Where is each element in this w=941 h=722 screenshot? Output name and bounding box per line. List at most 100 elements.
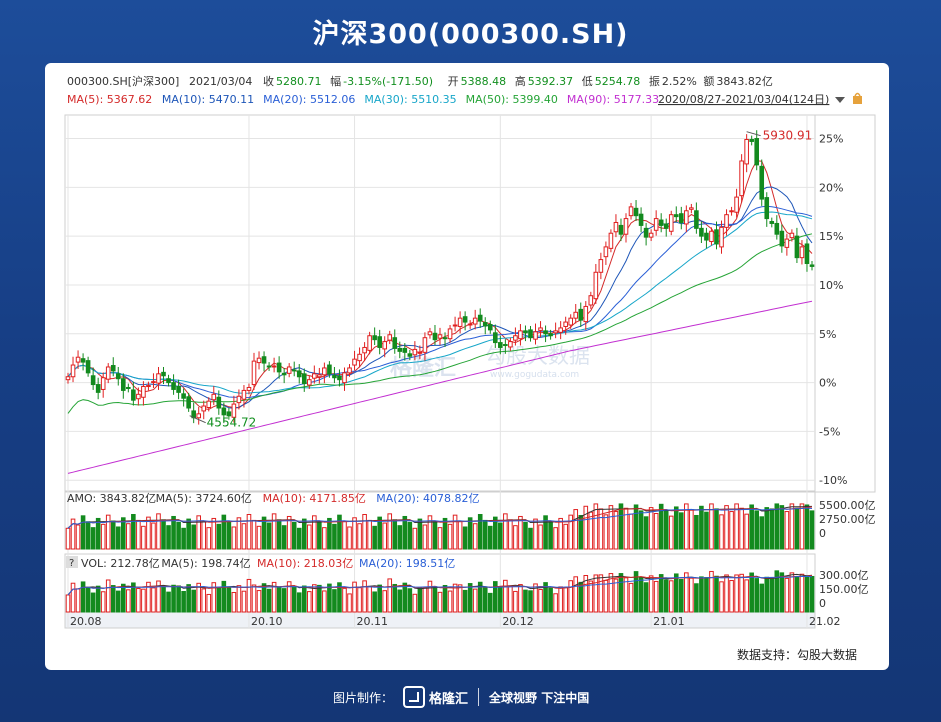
candle-up <box>322 367 327 376</box>
amo-bar <box>100 523 106 550</box>
amo-bar <box>613 511 619 550</box>
candle-up <box>256 357 262 364</box>
vol-bar <box>678 579 684 613</box>
info-value: 5388.48 <box>461 75 507 88</box>
candle-down <box>658 219 664 226</box>
amo-bar <box>618 503 624 550</box>
credit-brand: 格隆汇 <box>429 691 469 707</box>
candle-up <box>231 403 237 418</box>
vol-bar <box>704 577 709 613</box>
amo-bar <box>85 521 91 550</box>
amo-bar <box>171 515 176 550</box>
candle-up <box>513 335 518 341</box>
vol-bar <box>397 589 403 613</box>
candle-up <box>312 373 317 379</box>
candle-up <box>668 214 674 232</box>
amo-bar <box>668 515 674 550</box>
amo-bar <box>784 511 790 550</box>
candlestick-chart[interactable]: 000300.SH[沪深300] 2021/03/04 收 5280.71 幅 -3.15… <box>45 63 889 670</box>
price-panel-frame <box>64 114 816 493</box>
vol-bar <box>402 582 408 613</box>
amo-bar <box>357 523 362 550</box>
candle-down <box>482 322 488 327</box>
candle-up <box>653 218 659 231</box>
candle-down <box>774 222 780 235</box>
dropdown-arrow-icon <box>835 97 845 103</box>
amo-bar <box>628 513 634 550</box>
amo-bar <box>492 516 498 550</box>
vol-bar <box>809 575 815 613</box>
vol-bar <box>291 586 297 613</box>
amo-bar <box>216 523 222 550</box>
amo-bar <box>794 507 800 550</box>
vol-bar <box>744 579 749 613</box>
vol-bar <box>477 581 483 613</box>
vol-bar <box>281 588 287 613</box>
candle-down <box>714 229 719 245</box>
candle-down <box>794 235 800 259</box>
vol-bar <box>332 589 337 613</box>
amo-bar <box>729 511 734 550</box>
vol-bar <box>75 588 81 613</box>
candle-up <box>598 259 604 273</box>
candle-up <box>65 376 71 381</box>
candle-up <box>744 139 749 165</box>
amo-bar <box>809 510 815 550</box>
vol-bar <box>467 583 473 613</box>
amo-y-tick: 2750.00亿 <box>819 513 876 526</box>
candle-down <box>643 227 649 238</box>
candle-up <box>141 386 146 398</box>
candle-up <box>241 389 247 400</box>
amo-bar <box>779 505 785 550</box>
amo-bar <box>789 503 795 550</box>
info-label: 振 <box>649 74 660 88</box>
vol-bar <box>392 583 398 613</box>
info-label: 幅 <box>330 75 341 88</box>
vol-bar <box>95 585 101 613</box>
amo-bar <box>744 513 749 550</box>
amo-bar <box>296 527 302 550</box>
amo-bar <box>467 517 473 550</box>
vol-bar <box>422 587 428 613</box>
vol-bar <box>342 587 347 613</box>
candle-up <box>583 305 589 323</box>
ma-legend-label: MA(90): 5177.33 <box>567 93 659 106</box>
amo-bar <box>482 519 488 550</box>
amo-bar <box>332 523 337 550</box>
info-value: -3.15%(-171.50) <box>343 75 433 88</box>
candle-up <box>734 196 739 213</box>
y-tick-label: 0% <box>819 377 836 390</box>
candle-up <box>342 372 347 384</box>
amo-bar <box>593 503 599 550</box>
candle-down <box>663 223 669 229</box>
candle-down <box>261 356 267 364</box>
candle-down <box>226 411 232 417</box>
vol-ma-label: MA(10): 218.03亿 <box>257 557 353 570</box>
vol-bar <box>317 584 322 613</box>
vol-bar <box>271 581 277 613</box>
candle-down <box>704 232 709 241</box>
amo-bar <box>498 522 503 550</box>
amo-bar <box>518 515 523 550</box>
amo-bar <box>322 527 327 550</box>
amo-bar <box>503 513 508 550</box>
amo-bar <box>689 509 694 550</box>
candle-down <box>699 227 704 237</box>
candle-up <box>75 356 81 363</box>
candle-up <box>236 395 242 404</box>
vol-bar <box>759 583 765 613</box>
amo-bar <box>588 511 594 550</box>
amo-bar <box>452 514 458 550</box>
candle-up <box>382 341 388 350</box>
candle-up <box>206 400 212 409</box>
vol-bar <box>779 572 785 613</box>
amo-bar <box>392 519 398 550</box>
low-annotation-line <box>189 415 206 424</box>
amo-bar <box>95 517 101 550</box>
candle-up <box>196 413 202 419</box>
ma-legend-label: MA(5): 5367.62 <box>67 93 152 106</box>
candle-up <box>593 271 599 300</box>
y-tick-label: 5% <box>819 328 836 341</box>
y-tick-label: -10% <box>819 474 847 487</box>
amo-bar <box>749 504 754 550</box>
